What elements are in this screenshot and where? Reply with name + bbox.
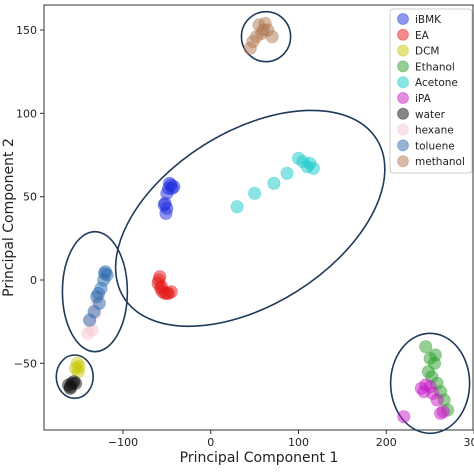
point-acetone — [248, 186, 262, 200]
legend-marker-ea — [397, 28, 409, 41]
legend-label-ibmk: iBMK — [415, 14, 442, 26]
point-ipa — [397, 410, 411, 424]
point-methanol — [256, 23, 270, 37]
cluster-ellipse — [389, 332, 471, 435]
point-acetone — [267, 176, 281, 190]
y-tick-label: 50 — [23, 191, 37, 204]
point-ipa — [417, 385, 431, 399]
legend-marker-toluene — [397, 139, 409, 152]
legend-marker-acetone — [397, 76, 409, 89]
point-ipa — [430, 393, 444, 407]
y-tick-label: 100 — [16, 107, 37, 120]
legend-label-water: water — [415, 109, 446, 121]
legend-label-toluene: toluene — [415, 140, 455, 152]
point-toluene — [97, 266, 112, 280]
legend-marker-ibmk — [397, 13, 409, 25]
legend-label-dcm: DCM — [415, 46, 439, 58]
cluster-ellipse — [55, 354, 94, 400]
x-tick-label: 200 — [376, 436, 397, 449]
point-acetone — [303, 156, 317, 170]
x-axis-ticks: −100 0 100 200 300 — [108, 430, 474, 449]
legend-label-acetone: Acetone — [415, 77, 458, 89]
x-tick-label: 0 — [207, 436, 214, 449]
y-tick-label: 150 — [16, 24, 37, 37]
legend-marker-methanol — [397, 155, 409, 168]
legend-label-hexane: hexane — [415, 125, 454, 137]
legend-marker-hexane — [397, 123, 409, 136]
legend-box — [389, 8, 473, 174]
point-hexane — [81, 326, 95, 340]
y-tick-label: −50 — [14, 357, 37, 370]
plot-frame — [43, 4, 474, 431]
legend-label-ethanol: Ethanol — [415, 61, 455, 73]
x-tick-label: −100 — [108, 436, 138, 449]
y-axis-ticks: −50 0 50 100 150 — [14, 24, 44, 370]
legend-marker-water — [397, 107, 409, 120]
point-ipa — [436, 405, 450, 419]
cluster-ellipse — [114, 109, 386, 328]
legend-label-ea: EA — [415, 30, 430, 42]
cluster-ellipse — [240, 10, 292, 63]
legend-label-methanol: methanol — [415, 156, 465, 168]
point-ethanol — [419, 340, 433, 354]
x-axis-label: Principal Component 1 — [180, 450, 339, 466]
point-ibmk — [162, 176, 177, 190]
x-tick-label: 300 — [464, 436, 474, 449]
legend-label-ipa: iPA — [415, 93, 432, 105]
point-ethanol — [428, 348, 442, 362]
plot-frame-rect — [43, 4, 474, 431]
point-methanol — [243, 41, 257, 55]
point-methanol — [265, 30, 279, 44]
legend-marker-ipa — [397, 92, 409, 104]
y-axis-label: Principal Component 2 — [1, 138, 17, 297]
legend: iBMK EA DCM Ethanol Acetone iPA water hexane tol… — [389, 8, 473, 174]
cluster-ellipses — [55, 10, 471, 435]
point-toluene — [83, 313, 97, 327]
point-acetone — [280, 166, 294, 180]
point-ibmk — [157, 198, 171, 212]
point-ea — [160, 286, 174, 300]
legend-marker-ethanol — [397, 60, 409, 73]
point-water — [63, 381, 77, 395]
point-acetone — [230, 200, 244, 214]
cluster-ellipse — [61, 230, 129, 353]
x-tick-label: 100 — [288, 436, 309, 449]
y-tick-label: 0 — [30, 274, 37, 287]
data-points — [61, 16, 455, 424]
legend-marker-dcm — [397, 44, 409, 57]
